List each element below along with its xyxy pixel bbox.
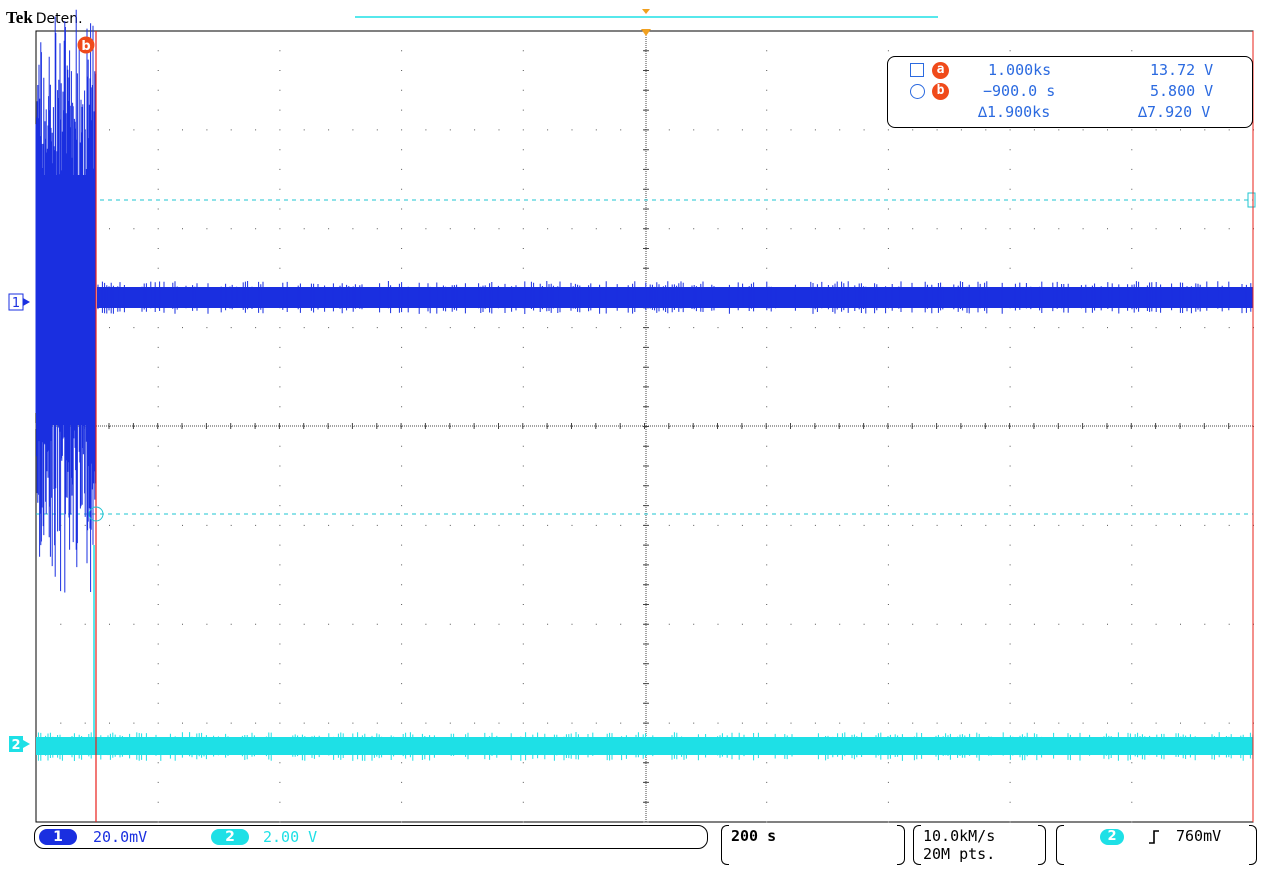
timebase-box[interactable]: 200 s xyxy=(721,825,905,865)
brand-logo: Tek xyxy=(6,8,33,27)
svg-text:1: 1 xyxy=(12,296,20,311)
ch1-scale[interactable]: 20.0mV xyxy=(93,828,148,846)
svg-text:2: 2 xyxy=(11,738,20,753)
record-length: 20M pts. xyxy=(923,845,996,863)
ch2-ground-marker[interactable]: 2 xyxy=(9,736,30,753)
delta-value: ∆7.920 V xyxy=(1138,103,1211,121)
graticule xyxy=(35,30,1254,823)
cursor-b-circle-marker xyxy=(88,506,104,522)
acquisition-state: Deten. xyxy=(35,11,83,27)
delta-time: ∆1.900ks xyxy=(978,103,1051,121)
cursor-b-time: −900.0 s xyxy=(983,82,1056,100)
ch2-scale[interactable]: 2.00 V xyxy=(263,828,318,846)
channel-scale-bar[interactable]: 1 20.0mV 2 2.00 V xyxy=(34,825,708,849)
cursor-b-readout-badge: b xyxy=(932,83,949,100)
cursor-a-row: a 1.000ks 13.72 V xyxy=(888,61,1252,81)
acquisition-box[interactable]: 10.0kM/s 20M pts. xyxy=(913,825,1046,865)
scope-header: Tek Deten. xyxy=(6,8,83,30)
cursor-readout-panel: a 1.000ks 13.72 V b −900.0 s 5.800 V ∆1.… xyxy=(887,56,1253,128)
cursor-a-time: 1.000ks xyxy=(988,61,1052,79)
trigger-source-badge[interactable]: 2 xyxy=(1100,829,1124,845)
cursor-b-badge xyxy=(77,36,95,54)
rising-edge-icon xyxy=(1149,830,1159,844)
trigger-position-marker xyxy=(642,9,650,14)
sample-rate: 10.0kM/s xyxy=(923,827,996,845)
cursor-a-badge: a xyxy=(932,62,949,79)
ch1-badge[interactable]: 1 xyxy=(39,829,77,845)
trigger-box[interactable]: 2 760mV xyxy=(1056,825,1257,865)
trigger-time-marker xyxy=(641,29,651,36)
cursor-b-badge-label: b xyxy=(81,39,90,54)
cursor-b-value: 5.800 V xyxy=(1150,82,1214,100)
ch2-waveform xyxy=(36,545,1254,761)
cursor-b-row: b −900.0 s 5.800 V xyxy=(888,82,1252,102)
cursor-a-square-marker xyxy=(1247,192,1256,208)
timebase-value[interactable]: 200 s xyxy=(731,827,777,845)
cursor-delta-row: ∆1.900ks ∆7.920 V xyxy=(888,103,1252,123)
square-cursor-icon xyxy=(910,63,924,77)
ch2-badge[interactable]: 2 xyxy=(211,829,249,845)
ch1-ground-marker[interactable]: 1 xyxy=(8,293,30,311)
cursor-a-value: 13.72 V xyxy=(1150,61,1214,79)
trigger-level[interactable]: 760mV xyxy=(1176,827,1222,845)
ch1-waveform xyxy=(35,9,1253,593)
circle-cursor-icon xyxy=(910,84,925,99)
